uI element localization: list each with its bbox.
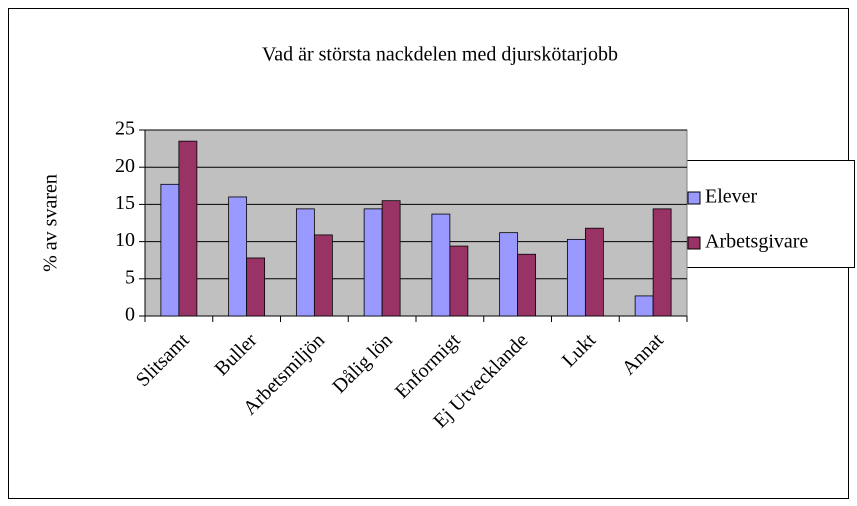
bar [634, 295, 654, 317]
legend-swatch [687, 191, 701, 205]
y-tick-label: 25 [115, 118, 135, 140]
chart-title: Vad är största nackdelen med djurskötarj… [262, 44, 618, 66]
bar [431, 213, 451, 317]
bar [449, 245, 469, 317]
y-tick-label: 0 [125, 304, 135, 326]
bar [178, 140, 198, 317]
y-tick-label: 5 [125, 266, 135, 288]
plot-area [144, 129, 688, 317]
bar [295, 208, 315, 317]
bar [381, 200, 401, 317]
bar [566, 238, 586, 317]
y-tick-label: 10 [115, 229, 135, 251]
y-axis-label: % av svaren [40, 174, 62, 272]
y-tick-label: 15 [115, 192, 135, 214]
bar [584, 227, 604, 317]
legend-swatch [687, 236, 701, 250]
bar [652, 208, 672, 317]
bar [228, 196, 248, 317]
legend [680, 160, 855, 268]
bar [246, 257, 266, 317]
legend-label: Arbetsgivare [705, 231, 808, 253]
y-tick-label: 20 [115, 155, 135, 177]
bar [313, 234, 333, 317]
legend-label: Elever [705, 186, 758, 208]
bar [517, 253, 537, 317]
bar [363, 208, 383, 317]
bar [499, 232, 519, 317]
bar [160, 183, 180, 317]
